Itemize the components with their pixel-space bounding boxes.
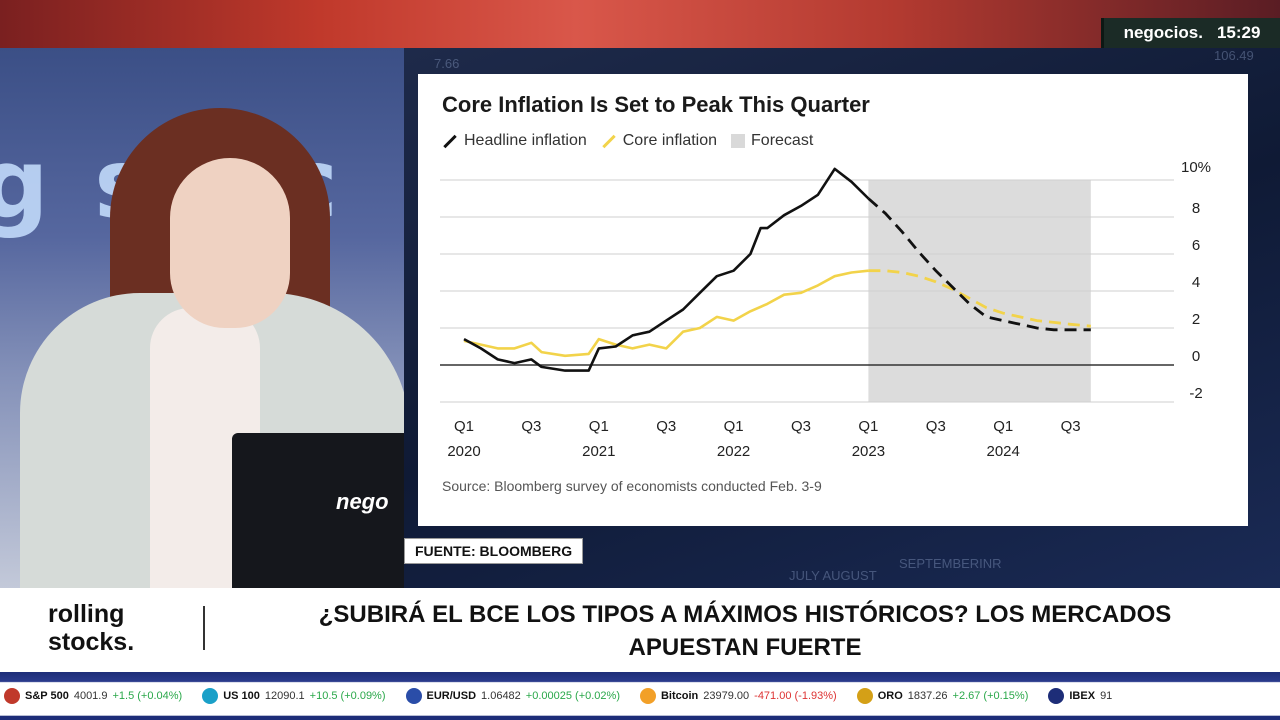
series-line-headline bbox=[463, 167, 870, 372]
x-tick-label: Q3 bbox=[1061, 418, 1081, 435]
x-tick-year-label: 2021 bbox=[582, 443, 615, 460]
ghost-number: 7.66 bbox=[434, 56, 460, 71]
brand-divider bbox=[203, 606, 205, 650]
channel-clock-badge: negocios. 15:29 bbox=[1101, 18, 1280, 48]
ticker-change: +10.5 (+0.09%) bbox=[309, 690, 386, 702]
ticker-value: 23979.00 bbox=[703, 690, 750, 702]
x-tick-year-label: 2023 bbox=[852, 443, 885, 460]
ticker-name: Bitcoin bbox=[660, 690, 699, 702]
ticker-value: 4001.9 bbox=[73, 690, 108, 702]
x-tick-year-label: 2020 bbox=[447, 443, 480, 460]
chart-legend: Headline inflation Core inflation Foreca… bbox=[442, 132, 813, 150]
legend-label: Headline inflation bbox=[464, 132, 587, 149]
inflation-chart: -2 0 2 4 6 8 10% Q1 2020 Q3 Q1 2021 Q3 Q1 2022 Q3 Q1 2023… bbox=[440, 159, 1211, 460]
ticker-item: Bitcoin 23979.00 -471.00 (-1.93%) bbox=[639, 688, 837, 704]
ticker-icon bbox=[405, 688, 422, 704]
headline: ¿SUBIRÁ EL BCE LOS TIPOS A MÁXIMOS HISTÓ… bbox=[240, 598, 1250, 664]
ticker-name: S&P 500 bbox=[25, 690, 69, 702]
ticker-item: IBEX 91 bbox=[1048, 688, 1112, 704]
ghost-number: 106.49 bbox=[1214, 48, 1254, 63]
legend-label: Core inflation bbox=[622, 132, 718, 149]
ticker-icon bbox=[856, 688, 873, 704]
x-tick-label: Q1 bbox=[589, 418, 609, 435]
legend-core: Core inflation bbox=[601, 132, 717, 150]
ghost-text: SEPTEMBERINR bbox=[899, 556, 1002, 571]
channel-logo: negocios. bbox=[1123, 23, 1203, 42]
y-tick-label: 0 bbox=[1192, 348, 1200, 365]
presenter-face bbox=[170, 158, 290, 328]
ticker-name: ORO bbox=[877, 690, 903, 702]
x-tick-label: Q1 bbox=[724, 418, 744, 435]
ticker-value: 1.06482 bbox=[481, 690, 521, 702]
ticker-item: US 100 12090.1 +10.5 (+0.09%) bbox=[202, 688, 386, 704]
ticker-icon bbox=[202, 688, 219, 704]
chart-title: Core Inflation Is Set to Peak This Quart… bbox=[442, 92, 870, 117]
legend-forecast: Forecast bbox=[731, 132, 813, 150]
chart-source: Source: Bloomberg survey of economists c… bbox=[442, 478, 822, 494]
ticker-value: 1837.26 bbox=[907, 690, 948, 702]
series-forecast-headline bbox=[867, 197, 1091, 332]
ticker-change: +0.00025 (+0.02%) bbox=[525, 690, 620, 702]
y-tick-label: 2 bbox=[1192, 311, 1200, 328]
laptop bbox=[232, 433, 410, 588]
studio-background: g stoc bbox=[0, 48, 410, 588]
x-tick-label: Q1 bbox=[993, 418, 1013, 435]
chart-card: Core Inflation Is Set to Peak This Quart… bbox=[418, 74, 1248, 526]
ticker-name: EUR/USD bbox=[426, 690, 477, 702]
ticker-value: 91 bbox=[1100, 690, 1113, 702]
legend-swatch-forecast bbox=[731, 134, 746, 148]
ticker-name: US 100 bbox=[223, 690, 260, 702]
clock-time: 15:29 bbox=[1216, 23, 1261, 42]
ticker-item: S&P 500 4001.9 +1.5 (+0.04%) bbox=[4, 688, 182, 704]
y-tick-label: 10% bbox=[1181, 159, 1211, 176]
brand-line-2: stocks. bbox=[48, 628, 135, 656]
y-tick-label: 4 bbox=[1192, 274, 1200, 291]
series-line-core bbox=[463, 269, 869, 358]
ghost-text: JULY AUGUST bbox=[789, 568, 877, 583]
x-tick-label: Q1 bbox=[858, 418, 878, 435]
headline-line-2: APUESTAN FUERTE bbox=[628, 634, 862, 661]
ticker-value: 12090.1 bbox=[264, 690, 305, 702]
ticker-change: +1.5 (+0.04%) bbox=[112, 690, 183, 702]
x-tick-label: Q3 bbox=[656, 418, 676, 435]
x-tick-label: Q3 bbox=[926, 418, 946, 435]
legend-headline: Headline inflation bbox=[442, 132, 587, 150]
source-tag: FUENTE: BLOOMBERG bbox=[404, 538, 584, 564]
x-tick-label: Q3 bbox=[521, 418, 541, 435]
show-brand: rolling stocks. bbox=[48, 600, 134, 656]
y-tick-label: 6 bbox=[1192, 237, 1200, 254]
ticker-icon bbox=[639, 688, 656, 704]
x-tick-year-label: 2022 bbox=[717, 443, 750, 460]
ticker-name: IBEX bbox=[1069, 690, 1096, 702]
y-tick-label: 8 bbox=[1192, 200, 1200, 217]
x-tick-year-label: 2024 bbox=[987, 443, 1020, 460]
series-forecast-core bbox=[868, 269, 1091, 328]
legend-label: Forecast bbox=[751, 132, 814, 149]
x-tick-label: Q1 bbox=[454, 418, 474, 435]
top-banner bbox=[0, 0, 1280, 48]
ticker-item: EUR/USD 1.06482 +0.00025 (+0.02%) bbox=[405, 688, 620, 704]
headline-line-1: ¿SUBIRÁ EL BCE LOS TIPOS A MÁXIMOS HISTÓ… bbox=[318, 601, 1172, 628]
market-ticker: S&P 500 4001.9 +1.5 (+0.04%) US 100 12090.1 +… bbox=[0, 672, 1280, 720]
ticker-item: ORO 1837.26 +2.67 (+0.15%) bbox=[856, 688, 1029, 704]
x-tick-label: Q3 bbox=[791, 418, 811, 435]
ticker-change: +2.67 (+0.15%) bbox=[952, 690, 1029, 702]
ticker-icon bbox=[4, 688, 20, 704]
channel-watermark: nego bbox=[336, 489, 389, 514]
ticker-icon bbox=[1048, 688, 1065, 704]
lower-third: rolling stocks. ¿SUBIRÁ EL BCE LOS TIPOS… bbox=[0, 588, 1280, 672]
brand-line-1: rolling bbox=[48, 600, 125, 628]
ticker-row: S&P 500 4001.9 +1.5 (+0.04%) US 100 12090.1 +… bbox=[0, 684, 1112, 708]
y-tick-label: -2 bbox=[1189, 385, 1202, 402]
ticker-change: -471.00 (-1.93%) bbox=[754, 690, 837, 702]
